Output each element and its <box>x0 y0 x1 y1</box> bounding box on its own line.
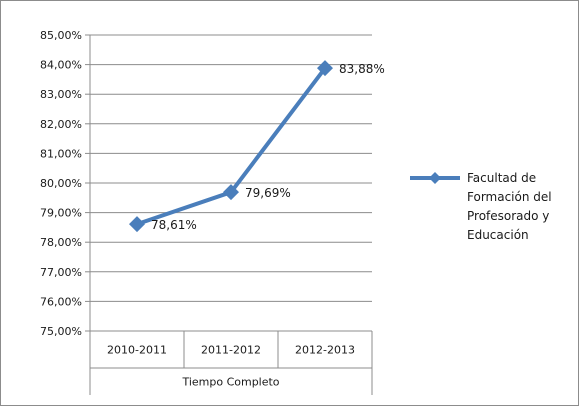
y-tick-label: 77,00% <box>40 266 82 279</box>
x-tick-label: 2012-2013 <box>295 344 355 357</box>
x-tick-label: 2011-2012 <box>201 344 261 357</box>
y-tick-label: 81,00% <box>40 147 82 160</box>
legend-label: Facultad de <box>467 171 536 185</box>
y-tick-label: 84,00% <box>40 59 82 72</box>
legend-label: Educación <box>467 228 529 242</box>
y-tick-label: 80,00% <box>40 177 82 190</box>
y-tick-label: 85,00% <box>40 29 82 42</box>
y-tick-label: 82,00% <box>40 118 82 131</box>
y-tick-label: 78,00% <box>40 236 82 249</box>
data-label: 78,61% <box>151 218 197 232</box>
legend-label: Formación del <box>467 190 552 204</box>
y-tick-label: 75,00% <box>40 325 82 338</box>
data-label: 83,88% <box>339 62 385 76</box>
legend-marker <box>429 172 441 184</box>
data-point-marker <box>129 216 145 233</box>
legend-label: Profesorado y <box>467 209 549 223</box>
y-tick-label: 79,00% <box>40 207 82 220</box>
data-point-marker <box>223 184 239 201</box>
data-label: 79,69% <box>245 186 291 200</box>
y-tick-label: 83,00% <box>40 88 82 101</box>
category-group-label: Tiempo Completo <box>181 376 279 389</box>
series-line <box>136 66 327 227</box>
y-tick-label: 76,00% <box>40 295 82 308</box>
x-tick-label: 2010-2011 <box>107 344 167 357</box>
data-point-marker <box>317 60 333 77</box>
